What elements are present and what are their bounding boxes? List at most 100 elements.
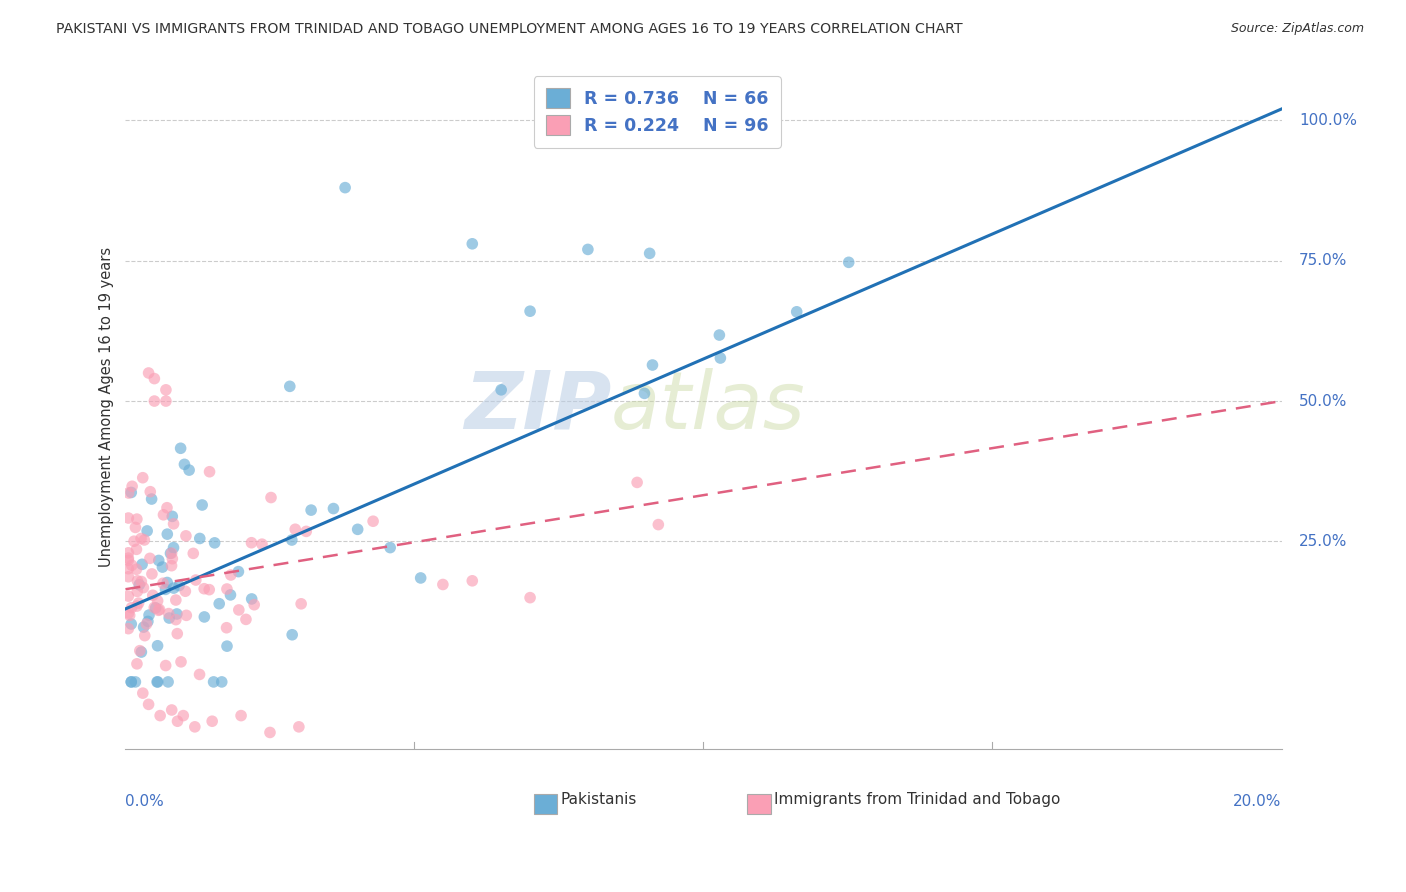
Point — [128, 578, 150, 592]
Point — [160, 558, 183, 573]
Point — [174, 584, 197, 599]
Point — [143, 600, 166, 615]
Point — [240, 535, 263, 549]
Point — [159, 546, 181, 560]
Point — [117, 546, 139, 560]
Point — [118, 608, 141, 623]
Legend: R = 0.736    N = 66, R = 0.224    N = 96: R = 0.736 N = 66, R = 0.224 N = 96 — [534, 76, 780, 147]
Point — [125, 562, 148, 576]
Point — [626, 475, 648, 490]
Point — [160, 703, 183, 717]
Point — [157, 611, 180, 625]
Point — [162, 509, 184, 524]
Point — [184, 720, 207, 734]
Text: Source: ZipAtlas.com: Source: ZipAtlas.com — [1230, 22, 1364, 36]
Point — [162, 551, 184, 566]
Point — [288, 720, 311, 734]
Point — [131, 558, 153, 572]
Point — [166, 714, 188, 729]
Point — [148, 602, 170, 616]
Point — [202, 674, 225, 689]
Point — [322, 501, 344, 516]
Point — [148, 553, 170, 567]
Point — [166, 607, 188, 621]
Point — [117, 589, 139, 603]
Point — [127, 574, 149, 588]
Text: PAKISTANI VS IMMIGRANTS FROM TRINIDAD AND TOBAGO UNEMPLOYMENT AMONG AGES 16 TO 1: PAKISTANI VS IMMIGRANTS FROM TRINIDAD AN… — [56, 22, 963, 37]
Text: 50.0%: 50.0% — [1299, 393, 1347, 409]
Point — [155, 582, 177, 597]
Point — [333, 180, 356, 194]
Point — [146, 639, 169, 653]
Point — [162, 516, 184, 531]
Point — [121, 600, 143, 615]
Point — [228, 603, 250, 617]
Point — [117, 553, 139, 567]
Point — [132, 471, 155, 485]
Point — [432, 577, 454, 591]
Text: 20.0%: 20.0% — [1233, 794, 1281, 809]
Point — [122, 534, 145, 549]
Point — [117, 570, 139, 584]
Point — [120, 617, 142, 632]
Point — [278, 379, 301, 393]
Point — [152, 560, 174, 574]
Point — [139, 551, 162, 566]
Point — [163, 581, 186, 595]
Point — [128, 643, 150, 657]
Point — [146, 594, 169, 608]
Point — [155, 394, 177, 409]
Point — [117, 622, 139, 636]
Point — [157, 674, 180, 689]
Point — [155, 658, 177, 673]
Point — [124, 520, 146, 534]
Point — [118, 486, 141, 500]
Point — [229, 708, 252, 723]
Point — [204, 536, 226, 550]
Point — [243, 598, 266, 612]
Point — [295, 524, 318, 539]
Point — [176, 608, 198, 623]
Point — [145, 601, 167, 615]
Point — [208, 597, 231, 611]
Point — [633, 386, 655, 401]
Point — [169, 442, 191, 456]
Point — [181, 546, 204, 560]
FancyBboxPatch shape — [748, 794, 770, 814]
Point — [117, 562, 139, 576]
Point — [361, 514, 384, 528]
Point — [201, 714, 224, 729]
Point — [117, 606, 139, 620]
Point — [259, 725, 281, 739]
Point — [198, 582, 221, 597]
Point — [124, 674, 146, 689]
Point — [143, 371, 166, 385]
Point — [709, 351, 731, 365]
Point — [184, 573, 207, 587]
Point — [125, 512, 148, 526]
Point — [786, 305, 808, 319]
Point — [260, 491, 283, 505]
Point — [120, 674, 142, 689]
Point — [138, 698, 160, 712]
Point — [519, 304, 541, 318]
Point — [132, 581, 155, 595]
Point — [134, 629, 156, 643]
Point — [156, 575, 179, 590]
Point — [489, 383, 512, 397]
Point — [127, 584, 149, 599]
Point — [461, 574, 484, 588]
Point — [250, 537, 273, 551]
Point — [139, 484, 162, 499]
Text: 75.0%: 75.0% — [1299, 253, 1347, 268]
Point — [215, 639, 238, 653]
Point — [228, 565, 250, 579]
Point — [152, 576, 174, 591]
Point — [219, 568, 242, 582]
Text: Pakistanis: Pakistanis — [560, 792, 637, 806]
Point — [128, 596, 150, 610]
Point — [174, 529, 197, 543]
Point — [838, 255, 860, 269]
Point — [641, 358, 664, 372]
Point — [134, 533, 156, 547]
